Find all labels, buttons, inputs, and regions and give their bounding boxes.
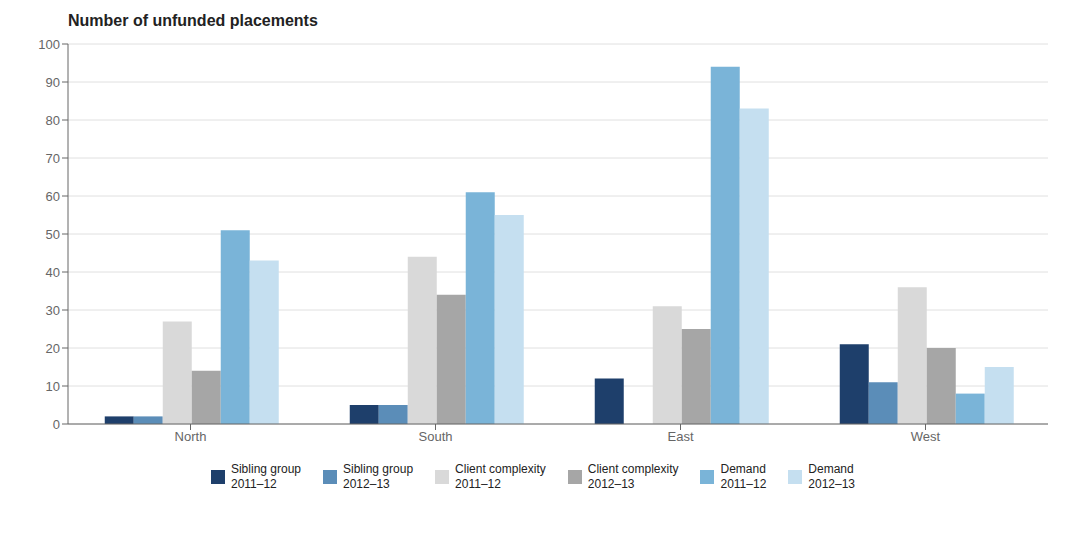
- html-text:Demand: Demand: [808, 462, 854, 476]
- svg-text:20: 20: [46, 341, 60, 356]
- svg-text:80: 80: [46, 113, 60, 128]
- svg-text:East: East: [667, 429, 693, 444]
- html-text:2012–13: 2012–13: [587, 477, 635, 491]
- svg-text:70: 70: [46, 151, 60, 166]
- svg-text:90: 90: [46, 75, 60, 90]
- svg-text:50: 50: [46, 227, 60, 242]
- html-text:Number of unfunded placements: Number of unfunded placements: [68, 12, 318, 29]
- svg-text:40: 40: [46, 265, 60, 280]
- svg-text:30: 30: [46, 303, 60, 318]
- html-text:2012–13: 2012–13: [343, 477, 390, 491]
- html-text:Demand: Demand: [720, 462, 766, 476]
- html-text:2012–13: 2012–13: [808, 477, 855, 491]
- svg-text:60: 60: [46, 189, 60, 204]
- html-text:Sibling group: Sibling group: [231, 462, 301, 476]
- svg-text:North: North: [175, 429, 207, 444]
- html-text:2011–12: 2011–12: [720, 477, 767, 491]
- svg-text:10: 10: [46, 379, 60, 394]
- html-text:Sibling group: Sibling group: [343, 462, 414, 476]
- html-text:2011–12: 2011–12: [231, 477, 277, 491]
- html-text:2011–12: 2011–12: [455, 477, 501, 491]
- svg-text:100: 100: [38, 37, 60, 52]
- html-text:Client complexity: Client complexity: [455, 462, 546, 476]
- svg-text:South: South: [419, 429, 453, 444]
- svg-text:West: West: [911, 429, 941, 444]
- svg-text:0: 0: [53, 417, 60, 432]
- html-text:Client complexity: Client complexity: [587, 462, 679, 476]
